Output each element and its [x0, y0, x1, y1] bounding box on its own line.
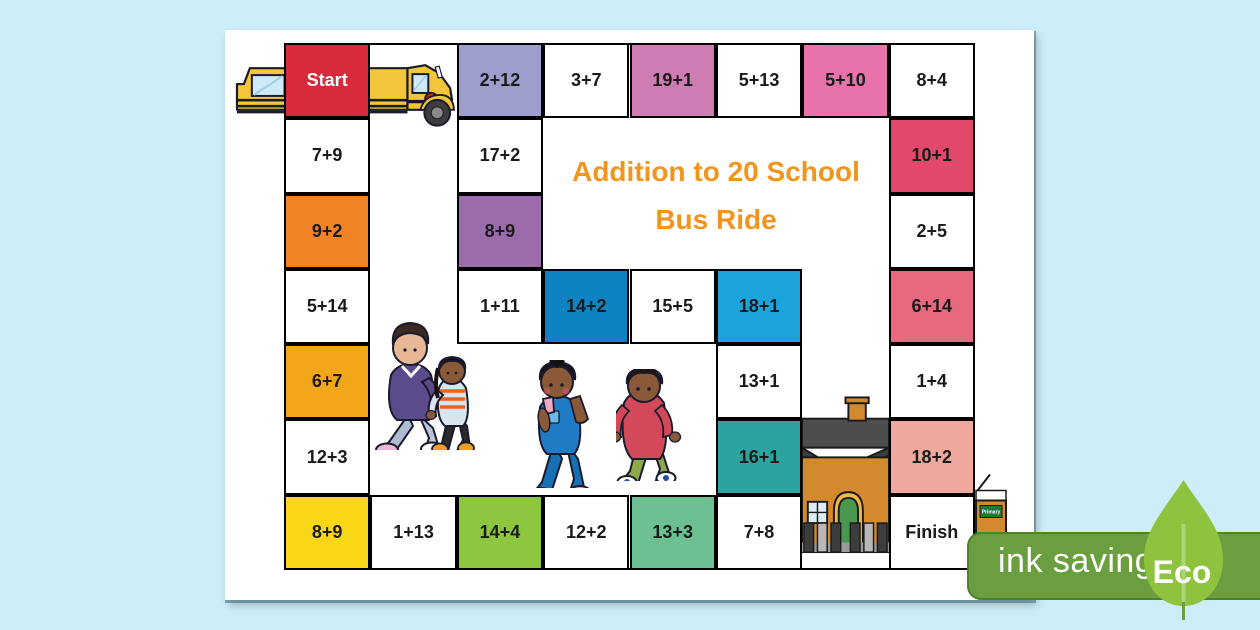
svg-text:Primary: Primary	[982, 510, 1001, 516]
svg-text:Eco: Eco	[1153, 554, 1212, 590]
